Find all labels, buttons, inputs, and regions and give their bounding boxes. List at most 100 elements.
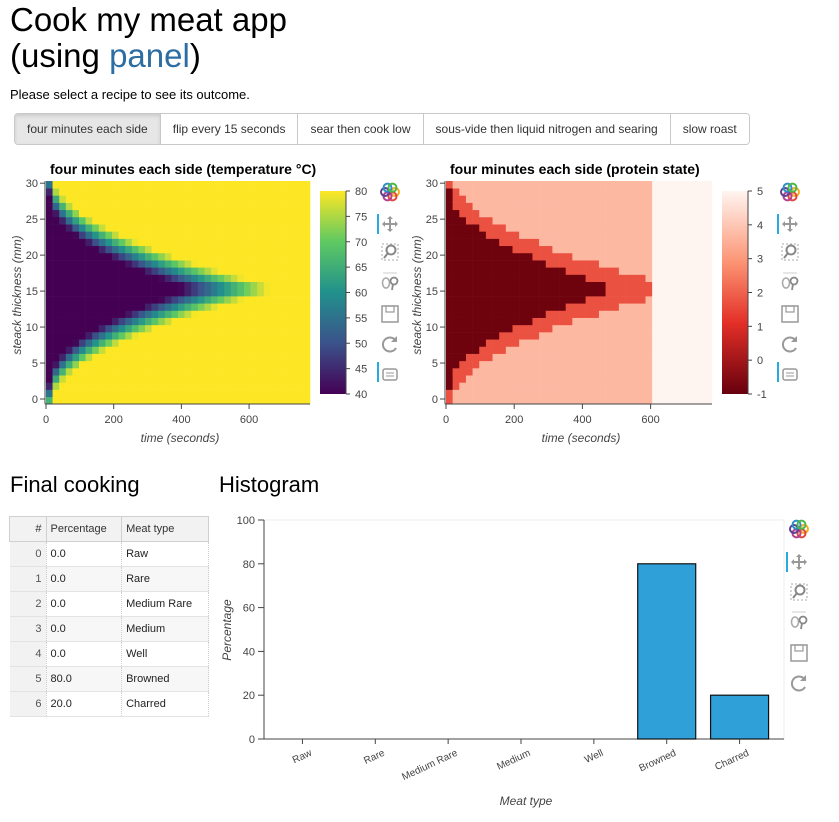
heatmap-cell bbox=[98, 274, 106, 283]
heatmap-cell bbox=[303, 209, 311, 218]
heatmap-cell bbox=[92, 216, 100, 225]
heatmap-cell bbox=[244, 188, 251, 196]
heatmap-cell bbox=[612, 274, 620, 283]
meat-type-cell[interactable]: Charred bbox=[121, 691, 209, 717]
tab-slow-roast[interactable]: slow roast bbox=[670, 114, 749, 144]
meat-type-cell[interactable]: Rare bbox=[121, 566, 209, 592]
heatmap-cell bbox=[85, 332, 93, 340]
tab-sous-vide-then-liquid-nitrogen[interactable]: sous-vide then liquid nitrogen and seari… bbox=[423, 114, 671, 144]
pan-icon[interactable] bbox=[377, 214, 398, 234]
save-icon[interactable] bbox=[781, 305, 799, 323]
wheel-zoom-icon[interactable] bbox=[781, 272, 799, 291]
heatmap-cell bbox=[46, 353, 53, 362]
heatmap-cell bbox=[539, 202, 547, 211]
meat-type-cell[interactable]: Medium bbox=[121, 616, 209, 642]
heatmap-cell bbox=[705, 332, 713, 340]
x-tick-label: 600 bbox=[641, 414, 659, 426]
heatmap-cell bbox=[612, 339, 620, 347]
pan-icon[interactable] bbox=[786, 552, 807, 572]
heatmap-cell bbox=[585, 231, 593, 239]
panel-link[interactable]: panel bbox=[109, 37, 190, 74]
box-zoom-icon[interactable] bbox=[381, 243, 399, 261]
heatmap-cell bbox=[92, 353, 100, 362]
table-row[interactable]: 0 0.0 Raw bbox=[9, 541, 209, 567]
wheel-zoom-icon[interactable] bbox=[381, 272, 399, 291]
box-zoom-icon[interactable] bbox=[790, 583, 808, 601]
heatmap-cell bbox=[131, 238, 139, 247]
column-header-meat-type[interactable]: Meat type bbox=[121, 516, 209, 542]
percentage-cell[interactable]: 0.0 bbox=[46, 566, 123, 592]
heatmap-cell bbox=[579, 288, 586, 297]
heatmap-cell bbox=[499, 209, 507, 218]
heatmap-cell bbox=[184, 296, 192, 304]
percentage-cell[interactable]: 20.0 bbox=[46, 691, 123, 717]
hover-icon[interactable] bbox=[777, 362, 798, 382]
heatmap-cell bbox=[472, 188, 480, 196]
meat-type-cell[interactable]: Browned bbox=[121, 666, 209, 692]
heatmap-cell bbox=[605, 303, 613, 311]
heatmap-cell bbox=[79, 202, 86, 211]
bokeh-logo-icon[interactable] bbox=[780, 182, 800, 202]
column-header-percentage[interactable]: Percentage bbox=[45, 516, 123, 542]
heatmap-cell bbox=[525, 339, 533, 347]
wheel-zoom-icon[interactable] bbox=[790, 611, 808, 630]
table-row[interactable]: 1 0.0 Rare bbox=[9, 566, 209, 592]
heatmap-cell bbox=[250, 188, 258, 196]
bokeh-logo-icon[interactable] bbox=[789, 519, 809, 539]
tab-four-minutes-each-side[interactable]: four minutes each side bbox=[15, 114, 161, 144]
heatmap-cell bbox=[685, 231, 693, 239]
heatmap-cell bbox=[618, 224, 626, 232]
reset-icon[interactable] bbox=[782, 336, 797, 353]
meat-type-cell[interactable]: Well bbox=[121, 641, 209, 667]
percentage-cell[interactable]: 0.0 bbox=[46, 641, 123, 667]
heatmap-cell bbox=[184, 245, 192, 254]
column-header-index[interactable]: # bbox=[9, 516, 47, 542]
save-icon[interactable] bbox=[381, 305, 399, 323]
heatmap-cell bbox=[257, 310, 265, 318]
table-row[interactable]: 3 0.0 Medium bbox=[9, 616, 209, 642]
table-row[interactable]: 5 80.0 Browned bbox=[9, 666, 209, 692]
table-row[interactable]: 2 0.0 Medium Rare bbox=[9, 591, 209, 617]
save-icon[interactable] bbox=[790, 644, 808, 662]
pan-icon[interactable] bbox=[777, 214, 798, 234]
heatmap-cell bbox=[224, 396, 232, 405]
reset-icon[interactable] bbox=[791, 675, 806, 692]
heatmap-cell bbox=[565, 216, 573, 225]
heatmap-cell bbox=[270, 332, 278, 340]
hover-icon[interactable] bbox=[377, 362, 398, 382]
box-zoom-icon[interactable] bbox=[781, 243, 799, 261]
heatmap-cell bbox=[85, 216, 93, 225]
heatmap-cell bbox=[605, 195, 613, 203]
reset-icon[interactable] bbox=[382, 336, 397, 353]
percentage-cell[interactable]: 0.0 bbox=[46, 591, 123, 617]
tab-sear-then-cook-low[interactable]: sear then cook low bbox=[298, 114, 424, 144]
heatmap-cell bbox=[303, 260, 311, 268]
table-row[interactable]: 4 0.0 Well bbox=[9, 641, 209, 667]
heatmap-cell bbox=[519, 245, 527, 254]
tab-flip-every-15-seconds[interactable]: flip every 15 seconds bbox=[160, 114, 299, 144]
heatmap-cell bbox=[446, 339, 453, 347]
heatmap-cell bbox=[184, 382, 192, 390]
y-tick-label: 20 bbox=[26, 250, 38, 262]
heatmap-cell bbox=[472, 281, 480, 290]
percentage-cell[interactable]: 0.0 bbox=[46, 541, 123, 567]
heatmap-cell bbox=[290, 310, 298, 318]
heatmap-cell bbox=[230, 296, 238, 304]
heatmap-cell bbox=[290, 303, 298, 311]
heatmap-cell bbox=[652, 375, 660, 383]
heatmap-cell bbox=[559, 209, 566, 218]
heatmap-cell bbox=[625, 382, 633, 390]
heatmap-cell bbox=[678, 267, 686, 275]
meat-type-cell[interactable]: Raw bbox=[121, 541, 209, 567]
heatmap-cell bbox=[645, 332, 653, 340]
percentage-cell[interactable]: 80.0 bbox=[46, 666, 123, 692]
meat-type-cell[interactable]: Medium Rare bbox=[121, 591, 209, 617]
heatmap-cell bbox=[705, 396, 713, 405]
bokeh-logo-icon[interactable] bbox=[380, 182, 400, 202]
heatmap-cell bbox=[618, 274, 626, 283]
percentage-cell[interactable]: 0.0 bbox=[46, 616, 123, 642]
table-row[interactable]: 6 20.0 Charred bbox=[9, 691, 209, 717]
heatmap-cell bbox=[612, 181, 620, 189]
heatmap-cell bbox=[217, 346, 225, 354]
